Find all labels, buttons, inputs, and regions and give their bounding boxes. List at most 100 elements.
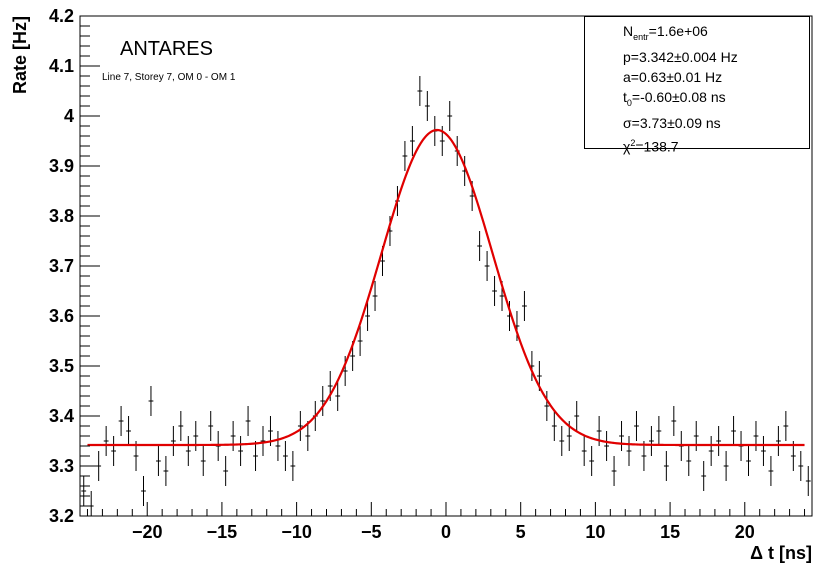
data-point xyxy=(701,461,707,491)
data-point xyxy=(581,436,587,466)
data-point xyxy=(215,431,221,461)
y-tick-label: 3.3 xyxy=(49,456,74,476)
x-tick-label: −15 xyxy=(207,522,238,542)
stat-sigma: σ=3.73±0.09 ns xyxy=(623,114,721,131)
stat-p: p=3.342±0.004 Hz xyxy=(623,48,738,65)
data-point xyxy=(148,386,154,416)
data-point xyxy=(275,431,281,461)
x-tick-label: 10 xyxy=(585,522,605,542)
data-point xyxy=(290,451,296,481)
experiment-name: ANTARES xyxy=(120,38,213,60)
data-point xyxy=(283,441,288,471)
data-point xyxy=(365,301,370,331)
data-point xyxy=(409,126,415,156)
data-point xyxy=(686,446,692,476)
x-tick-label: 0 xyxy=(441,522,451,542)
x-tick-label: 20 xyxy=(735,522,755,542)
data-point xyxy=(118,406,124,436)
x-axis-ticks: −20 −15 −10 −5 0 5 10 15 20 xyxy=(86,502,806,542)
x-tick-label: 5 xyxy=(516,522,526,542)
data-point xyxy=(305,421,311,451)
detector-label: Line 7, Storey 7, OM 0 - OM 1 xyxy=(102,72,236,83)
data-point xyxy=(761,436,766,466)
data-point xyxy=(775,426,781,456)
stat-chi2: χ2=138.7 xyxy=(623,137,679,155)
data-point xyxy=(424,91,430,121)
data-point xyxy=(574,401,580,431)
data-point xyxy=(402,141,408,171)
data-point xyxy=(320,386,326,416)
y-tick-label: 3.6 xyxy=(49,306,74,326)
y-tick-label: 4.1 xyxy=(49,56,74,76)
data-point xyxy=(372,281,378,311)
data-point xyxy=(656,416,662,446)
data-point xyxy=(111,436,117,466)
data-point xyxy=(342,356,348,386)
data-point xyxy=(297,411,303,441)
data-point xyxy=(245,406,251,436)
y-tick-label: 4 xyxy=(64,106,74,126)
data-point xyxy=(170,426,176,456)
data-point xyxy=(559,426,565,456)
data-point xyxy=(671,406,677,436)
data-point xyxy=(208,411,214,441)
data-point xyxy=(88,491,94,516)
data-point xyxy=(551,411,557,441)
data-point xyxy=(544,391,550,421)
y-axis-ticks: 3.2 3.3 3.4 3.5 3.6 3.7 3.8 3.9 4 4.1 4.2 xyxy=(49,6,100,526)
data-point xyxy=(649,426,654,456)
data-point xyxy=(716,426,722,456)
y-axis-label: Rate [Hz] xyxy=(10,16,30,94)
fit-stats-box: Nentr=1.6e+06 p=3.342±0.004 Hz a=0.63±0.… xyxy=(584,16,810,154)
data-point xyxy=(260,426,266,456)
data-point xyxy=(731,416,736,446)
data-point xyxy=(484,251,490,281)
data-point xyxy=(604,431,609,461)
stat-t0: t0=-0.60±0.08 ns xyxy=(623,88,726,108)
data-point xyxy=(223,456,229,486)
data-point xyxy=(477,231,483,261)
stat-a: a=0.63±0.01 Hz xyxy=(623,68,723,85)
data-point xyxy=(335,381,341,411)
data-point xyxy=(522,291,527,321)
data-point xyxy=(253,441,258,471)
data-point xyxy=(708,436,714,466)
data-point xyxy=(663,451,669,481)
fit-curve xyxy=(87,128,805,447)
data-point xyxy=(693,421,699,451)
data-point xyxy=(447,101,453,131)
data-point xyxy=(178,411,184,441)
data-point xyxy=(634,411,639,441)
x-axis-label: Δ t [ns] xyxy=(750,543,812,563)
data-point xyxy=(200,446,206,476)
data-point xyxy=(768,456,774,486)
data-point xyxy=(238,436,243,466)
y-tick-label: 3.8 xyxy=(49,206,74,226)
y-tick-label: 3.7 xyxy=(49,256,74,276)
data-point xyxy=(357,326,363,356)
data-point xyxy=(230,421,236,451)
x-tick-label: −5 xyxy=(361,522,382,542)
data-point xyxy=(753,421,759,451)
data-point xyxy=(193,421,199,451)
data-point xyxy=(783,411,789,441)
data-point xyxy=(805,466,811,496)
y-tick-label: 3.9 xyxy=(49,156,74,176)
y-tick-label: 3.5 xyxy=(49,356,74,376)
stat-entries: Nentr=1.6e+06 xyxy=(623,23,708,42)
data-point xyxy=(141,476,146,506)
data-point xyxy=(492,276,497,306)
data-point xyxy=(723,451,729,481)
data-point xyxy=(589,446,595,476)
y-tick-label: 3.4 xyxy=(49,406,74,426)
data-point xyxy=(185,436,191,466)
data-point xyxy=(417,76,423,106)
x-tick-label: −10 xyxy=(281,522,312,542)
data-point xyxy=(126,416,131,446)
data-point xyxy=(746,446,751,476)
x-tick-label: 15 xyxy=(660,522,680,542)
data-point xyxy=(611,456,617,486)
y-tick-label: 4.2 xyxy=(49,6,74,26)
data-point xyxy=(156,446,161,476)
